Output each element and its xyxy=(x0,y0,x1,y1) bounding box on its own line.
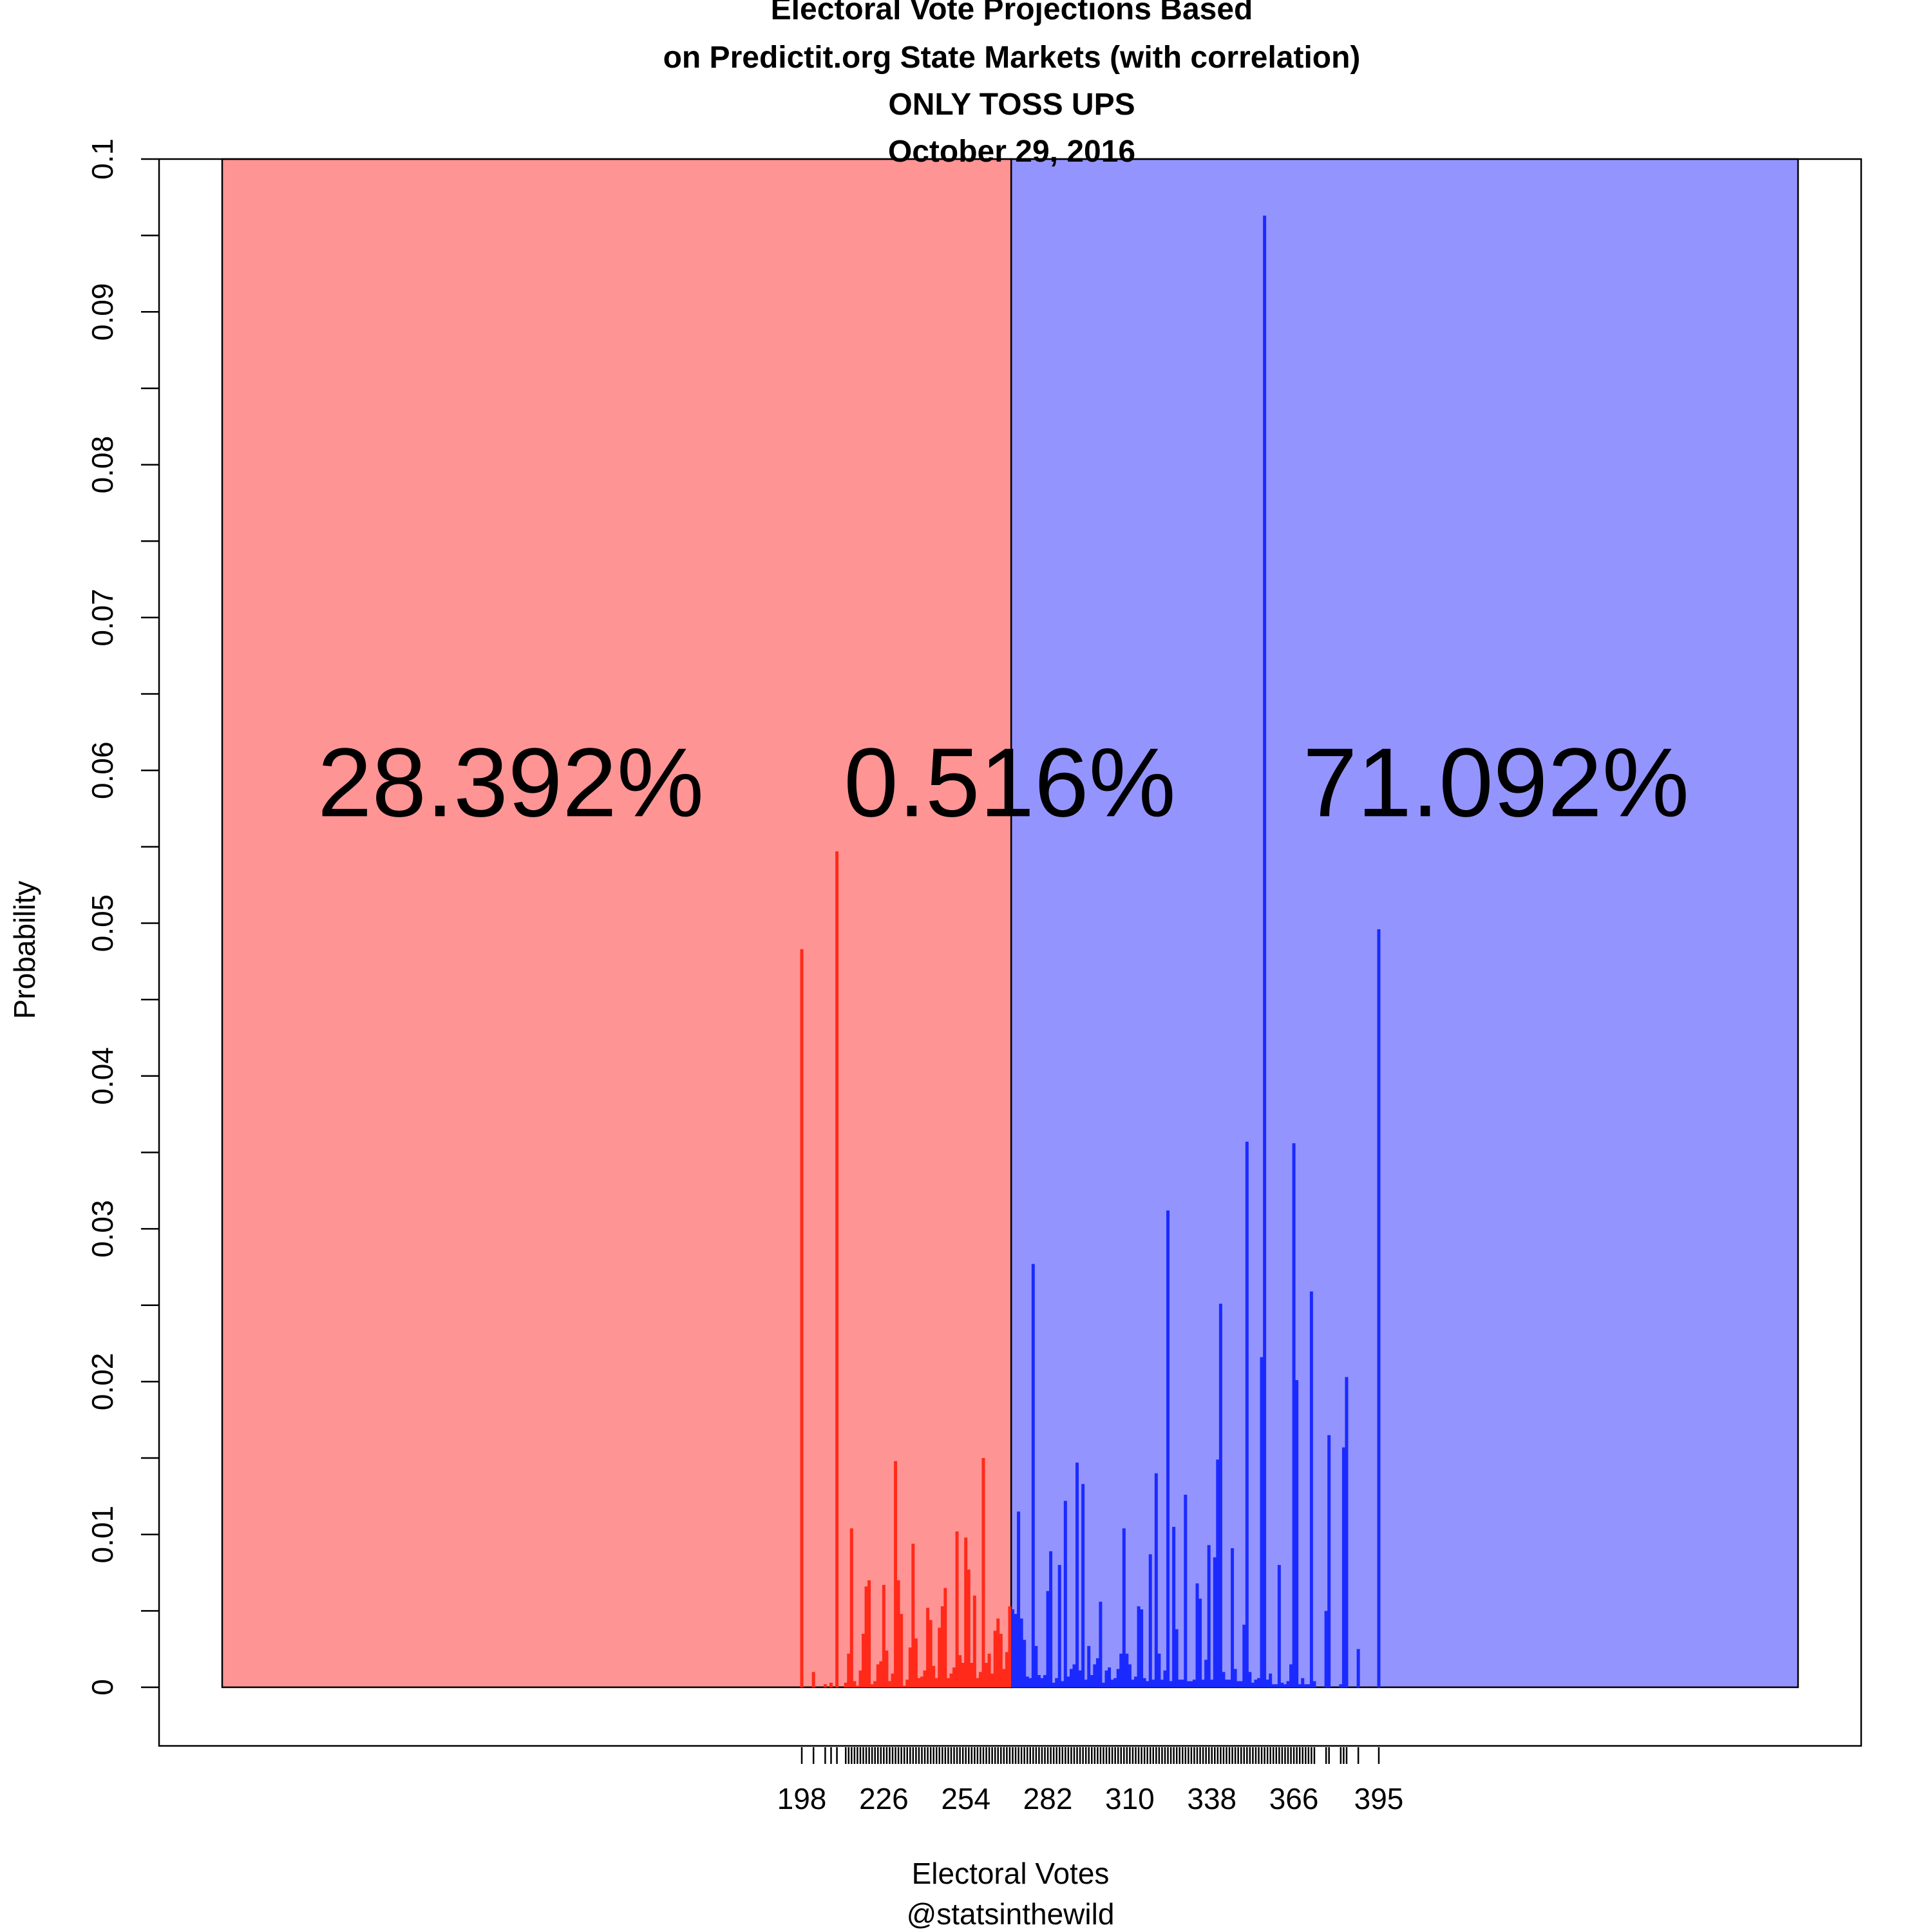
chart-title: Electoral Vote Projections Based on Pred… xyxy=(663,0,1361,169)
region-trump xyxy=(221,158,1012,1689)
y-tick-label: 0.02 xyxy=(86,1353,119,1411)
title-line-1: Electoral Vote Projections Based xyxy=(771,0,1253,26)
x-tick-label: 395 xyxy=(1354,1782,1404,1815)
probability-bars xyxy=(800,215,1381,1687)
y-tick-label: 0.01 xyxy=(86,1506,119,1564)
y-axis-label: Probability xyxy=(8,881,41,1019)
y-tick-label: 0.03 xyxy=(86,1200,119,1258)
region-clinton xyxy=(1010,158,1799,1689)
percent-label: 0.516% xyxy=(844,728,1176,837)
x-axis-label: Electoral Votes xyxy=(912,1857,1110,1890)
x-tick-label: 310 xyxy=(1105,1782,1155,1815)
y-tick-label: 0.09 xyxy=(86,283,119,341)
plot-border xyxy=(158,158,1862,1747)
y-tick-label: 0.06 xyxy=(86,741,119,799)
percent-label: 28.392% xyxy=(317,728,704,837)
title-line-4: October 29, 2016 xyxy=(888,135,1135,169)
y-tick-label: 0.04 xyxy=(86,1047,119,1105)
y-axis: 0 0.01 0.02 0.03 0.04 0.05 0.06 0.07 0.08 0.09 0.1 xyxy=(86,138,159,1696)
x-axis: 198 226 254 282 310 338 366 395 xyxy=(777,1747,1404,1815)
percent-label: 71.092% xyxy=(1303,728,1689,837)
y-tick-label: 0.1 xyxy=(86,138,119,180)
plot-frame xyxy=(158,158,1862,1747)
x-tick-label: 226 xyxy=(859,1782,909,1815)
x-tick-label: 366 xyxy=(1269,1782,1319,1815)
x-tick-label: 254 xyxy=(941,1782,990,1815)
x-tick-label: 282 xyxy=(1023,1782,1073,1815)
x-tick-label: 198 xyxy=(777,1782,827,1815)
percent-labels: 28.392% 0.516% 71.092% xyxy=(317,728,1689,837)
region-backgrounds xyxy=(221,158,1799,1689)
title-line-2: on Predictit.org State Markets (with cor… xyxy=(663,41,1361,75)
x-tick-label: 338 xyxy=(1187,1782,1236,1815)
caption: @statsinthewild xyxy=(907,1897,1115,1931)
y-tick-label: 0.08 xyxy=(86,436,119,494)
y-tick-label: 0 xyxy=(86,1679,119,1696)
y-tick-label: 0.07 xyxy=(86,589,119,647)
y-tick-label: 0.05 xyxy=(86,895,119,952)
title-line-3: ONLY TOSS UPS xyxy=(888,88,1135,122)
